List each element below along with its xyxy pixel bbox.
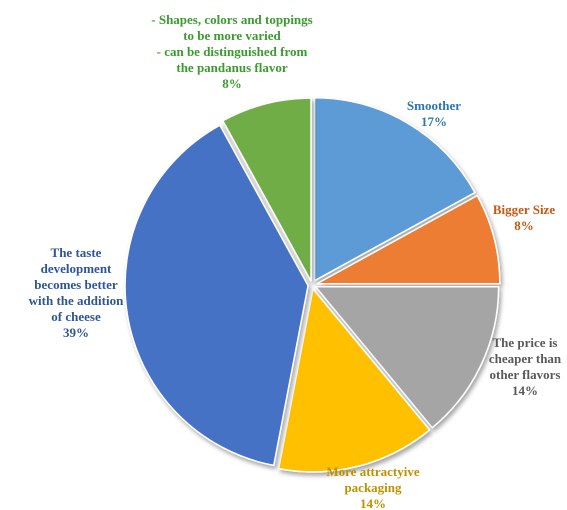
slice-label-4: More attractyive packaging 14% bbox=[326, 464, 419, 510]
pie-slice-1 bbox=[313, 96, 476, 282]
pie-slice-4 bbox=[277, 287, 431, 473]
pie-slice-6 bbox=[221, 97, 312, 282]
slice-label-2: Bigger Size 8% bbox=[493, 202, 555, 233]
pie-slice-2 bbox=[316, 194, 501, 285]
slice-label-1: Smoother 17% bbox=[407, 98, 461, 129]
slice-label-6: - Shapes, colors and toppings to be more … bbox=[151, 12, 312, 91]
slice-label-3: The price is cheaper than other flavors 14% bbox=[489, 335, 562, 398]
pie-slice-3 bbox=[314, 285, 500, 429]
pie-slices bbox=[124, 96, 501, 473]
pie-slice-5 bbox=[124, 124, 309, 467]
pie-labels: Smoother 17% Bigger Size 8% The price is chea… bbox=[29, 12, 562, 510]
slice-label-5: The taste development becomes better with t… bbox=[29, 245, 124, 340]
